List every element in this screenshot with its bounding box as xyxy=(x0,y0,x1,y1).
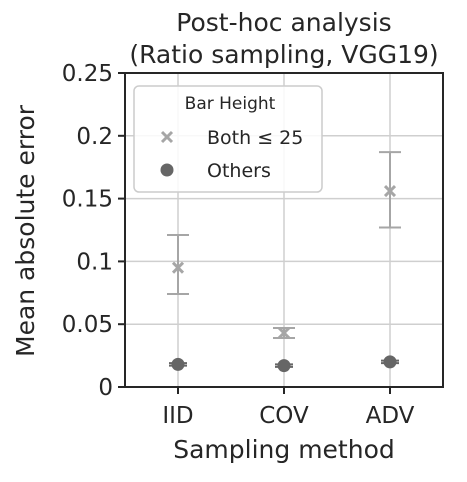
chart-title-line-1: Post-hoc analysis xyxy=(176,8,391,37)
x-tick-label: COV xyxy=(259,403,309,429)
data-series xyxy=(167,151,401,373)
y-axis-label: Mean absolute error xyxy=(11,104,40,357)
x-marker-stroke xyxy=(277,326,291,340)
chart-title-line-2: (Ratio sampling, VGG19) xyxy=(129,40,438,69)
data-point-circle xyxy=(171,357,185,371)
y-tick-label: 0.1 xyxy=(76,249,113,275)
legend-entry: Others xyxy=(160,160,271,182)
x-tick-label: IID xyxy=(162,403,193,429)
x-marker-stroke xyxy=(171,261,185,274)
legend-circle-marker xyxy=(160,163,174,177)
legend-title: Bar Height xyxy=(185,94,276,114)
data-point-x xyxy=(383,185,397,198)
data-point-x xyxy=(277,326,291,340)
legend-x-marker xyxy=(160,130,174,144)
data-point-x xyxy=(171,261,185,274)
y-tick-label: 0.25 xyxy=(62,61,113,87)
legend-label: Others xyxy=(207,160,271,182)
axis-ticks: 0 0.05 0.1 0.15 0.2 0.25 IID COV ADV xyxy=(62,61,415,429)
x-axis-label: Sampling method xyxy=(173,435,395,464)
y-tick-label: 0.2 xyxy=(76,124,113,150)
legend-entry: Both ≤ 25 xyxy=(160,127,303,149)
x-marker-stroke xyxy=(383,185,397,198)
y-tick-label: 0 xyxy=(98,375,113,401)
legend-label: Both ≤ 25 xyxy=(207,127,303,149)
data-point-circle xyxy=(383,355,397,369)
legend-box xyxy=(133,85,323,193)
data-point-circle xyxy=(277,359,291,373)
y-tick-label: 0.05 xyxy=(62,312,113,338)
legend: Bar Height Both ≤ 25 Others xyxy=(133,85,323,193)
y-tick-label: 0.15 xyxy=(62,187,113,213)
x-tick-label: ADV xyxy=(366,403,415,429)
